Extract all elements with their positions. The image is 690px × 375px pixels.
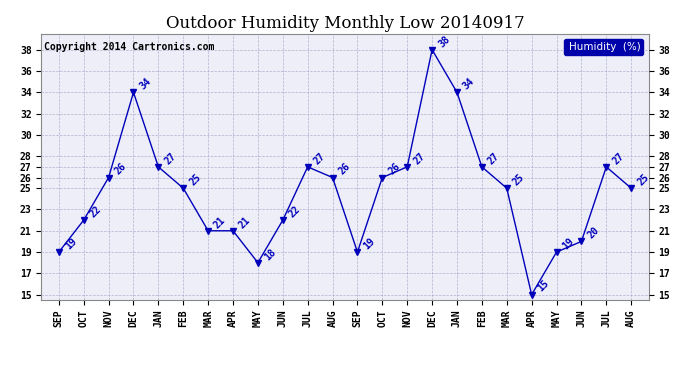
Text: 22: 22 — [88, 204, 103, 219]
Text: 26: 26 — [386, 161, 402, 177]
Text: 26: 26 — [337, 161, 352, 177]
Text: 27: 27 — [486, 151, 502, 166]
Text: 19: 19 — [63, 236, 79, 251]
Text: 34: 34 — [137, 76, 153, 92]
Text: 19: 19 — [362, 236, 377, 251]
Text: 34: 34 — [461, 76, 477, 92]
Text: 19: 19 — [561, 236, 576, 251]
Text: 21: 21 — [213, 214, 228, 230]
Text: 25: 25 — [635, 172, 651, 188]
Text: 18: 18 — [262, 247, 277, 262]
Text: Copyright 2014 Cartronics.com: Copyright 2014 Cartronics.com — [44, 42, 215, 52]
Text: 15: 15 — [536, 279, 551, 294]
Text: 38: 38 — [436, 34, 452, 49]
Text: 25: 25 — [188, 172, 203, 188]
Text: 27: 27 — [611, 151, 626, 166]
Text: 22: 22 — [287, 204, 302, 219]
Text: 27: 27 — [163, 151, 178, 166]
Text: 26: 26 — [112, 161, 128, 177]
Title: Outdoor Humidity Monthly Low 20140917: Outdoor Humidity Monthly Low 20140917 — [166, 15, 524, 32]
Text: 21: 21 — [237, 214, 253, 230]
Text: 20: 20 — [586, 225, 601, 241]
Text: 27: 27 — [411, 151, 426, 166]
Legend: Humidity  (%): Humidity (%) — [564, 39, 643, 55]
Text: 25: 25 — [511, 172, 526, 188]
Text: 27: 27 — [312, 151, 327, 166]
